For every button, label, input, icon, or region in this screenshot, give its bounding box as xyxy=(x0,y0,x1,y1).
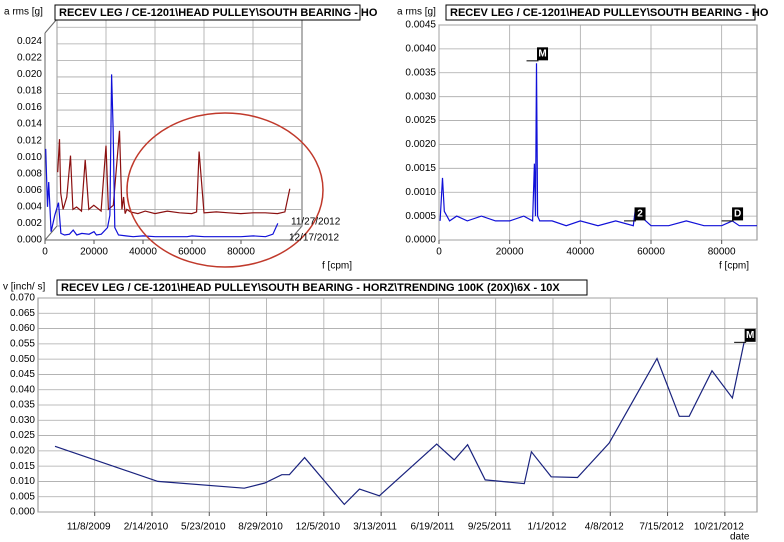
y-tick-label: 0.010 xyxy=(17,152,42,163)
plots: 0.000 0.002 0.004 0.006 0.008 0.010 0.012 0.014… xyxy=(10,19,757,533)
x-tick-label: 40000 xyxy=(566,247,594,258)
y-tick-label: 0.005 xyxy=(10,491,35,502)
y-tick-label: 0.000 xyxy=(17,235,42,246)
x-tick-label: 0 xyxy=(42,247,48,258)
x-tick-label: 80000 xyxy=(227,247,255,258)
depth-edge xyxy=(44,225,58,241)
title-box xyxy=(445,4,756,21)
cursor-label: 2 xyxy=(637,209,643,220)
depth-edge xyxy=(44,18,58,34)
y-tick-label: 0.010 xyxy=(10,476,35,487)
legend-entry: 11/27/2012 xyxy=(291,217,341,228)
chart-title: RECEV LEG / CE-1201\HEAD PULLEY\SOUTH BE… xyxy=(61,282,560,294)
chart-title: RECEV LEG / CE-1201\HEAD PULLEY\SOUTH BE… xyxy=(450,7,769,19)
cursor-marker xyxy=(537,47,549,61)
y-tick-label: 0.0035 xyxy=(405,67,436,78)
y-tick-label: 0.002 xyxy=(17,218,42,229)
x-tick-label: 60000 xyxy=(637,247,665,258)
y-tick-label: 0.055 xyxy=(10,338,35,349)
x-tick-label: 1/1/2012 xyxy=(528,522,567,533)
y-tick-label: 0.035 xyxy=(10,400,35,411)
y-axis-label: a rms [g] xyxy=(4,7,43,18)
y-tick-label: 0.030 xyxy=(10,415,35,426)
y-tick-label: 0.0020 xyxy=(405,139,436,150)
x-tick-label: 40000 xyxy=(129,247,157,258)
title-box xyxy=(56,279,588,296)
x-tick-label: 80000 xyxy=(708,247,736,258)
x-tick-label: 6/19/2011 xyxy=(411,522,455,533)
y-tick-label: 0.016 xyxy=(17,102,42,113)
x-tick-label: 11/8/2009 xyxy=(67,522,111,533)
data-line xyxy=(54,342,745,506)
y-tick-label: 0.0030 xyxy=(405,91,436,102)
x-tick-label: 2/14/2010 xyxy=(124,522,169,533)
x-tick-label: 3/13/2011 xyxy=(353,522,397,533)
x-tick-label: 7/15/2012 xyxy=(639,522,684,533)
legend-entry: 12/17/2012 xyxy=(289,233,339,244)
x-tick-label: 8/29/2010 xyxy=(238,522,283,533)
y-tick-label: 0.006 xyxy=(17,185,42,196)
y-tick-label: 0.022 xyxy=(17,52,42,63)
data-line xyxy=(439,63,757,227)
x-tick-label: 10/21/2012 xyxy=(694,522,744,533)
y-tick-label: 0.024 xyxy=(17,36,42,47)
depth-edge xyxy=(289,225,303,241)
y-tick-label: 0.0045 xyxy=(405,20,436,31)
cursor-label: M xyxy=(746,330,754,341)
y-tick-label: 0.0000 xyxy=(405,235,436,246)
y-axis-label: v [inch/ s] xyxy=(3,282,45,293)
y-tick-label: 0.060 xyxy=(10,323,35,334)
chart-title: RECEV LEG / CE-1201\HEAD PULLEY\SOUTH BE… xyxy=(59,7,378,19)
y-tick-label: 0.0015 xyxy=(405,163,436,174)
x-axis-label: date xyxy=(730,532,750,542)
cursor-marker xyxy=(634,207,646,221)
y-tick-label: 0.040 xyxy=(10,384,35,395)
y-tick-label: 0.020 xyxy=(10,445,35,456)
y-tick-label: 0.0025 xyxy=(405,115,436,126)
x-tick-label: 9/25/2011 xyxy=(468,522,512,533)
y-tick-label: 0.0005 xyxy=(405,211,436,222)
y-tick-label: 0.018 xyxy=(17,86,42,97)
plot-frame xyxy=(438,24,758,241)
y-tick-label: 0.015 xyxy=(10,461,35,472)
waterfall-frame xyxy=(44,18,303,241)
y-tick-label: 0.050 xyxy=(10,354,35,365)
x-tick-label: 0 xyxy=(436,247,442,258)
highlight-ellipse xyxy=(126,112,324,268)
x-axis-label: f [cpm] xyxy=(719,261,749,272)
cursor-marker xyxy=(732,207,744,221)
x-tick-label: 12/5/2010 xyxy=(296,522,341,533)
y-tick-label: 0.014 xyxy=(17,119,42,130)
cursor-label: D xyxy=(734,209,741,220)
y-tick-label: 0.004 xyxy=(17,202,42,213)
y-tick-label: 0.020 xyxy=(17,69,42,80)
y-tick-label: 0.012 xyxy=(17,135,42,146)
y-tick-label: 0.000 xyxy=(10,507,35,518)
y-tick-label: 0.0040 xyxy=(405,44,436,55)
x-tick-label: 20000 xyxy=(80,247,108,258)
spectrum-line xyxy=(45,74,279,238)
spectrum-line xyxy=(57,130,291,215)
y-tick-label: 0.070 xyxy=(10,293,35,304)
x-tick-label: 60000 xyxy=(178,247,206,258)
x-axis-label: f [cpm] xyxy=(322,261,352,272)
y-tick-label: 0.045 xyxy=(10,369,35,380)
cursor-marker xyxy=(744,328,756,342)
y-tick-label: 0.025 xyxy=(10,430,35,441)
y-tick-label: 0.008 xyxy=(17,168,42,179)
x-tick-label: 4/8/2012 xyxy=(585,522,624,533)
y-axis-label: a rms [g] xyxy=(397,7,436,18)
x-tick-label: 20000 xyxy=(496,247,524,258)
y-tick-label: 0.065 xyxy=(10,308,35,319)
cursor-label: M xyxy=(538,48,546,59)
title-box xyxy=(54,4,361,21)
y-tick-label: 0.0010 xyxy=(405,187,436,198)
x-tick-label: 5/23/2010 xyxy=(181,522,226,533)
